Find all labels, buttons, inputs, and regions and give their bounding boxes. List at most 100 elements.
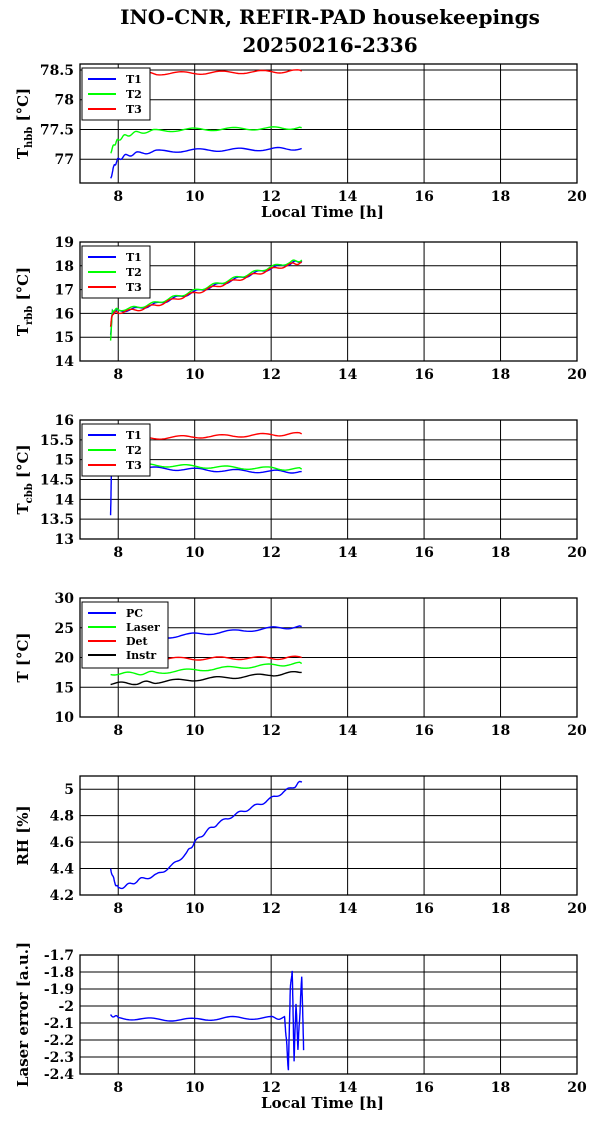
y-tick-label: 15 — [55, 453, 74, 469]
plot-frame — [79, 419, 578, 540]
x-tick-label: 8 — [113, 545, 123, 561]
legend-label: T2 — [126, 88, 142, 101]
x-tick-label: 14 — [338, 723, 358, 739]
series-line-instr — [110, 671, 302, 686]
y-tick-label: -1.9 — [44, 982, 74, 998]
y-tick-label: -1.8 — [44, 965, 74, 981]
y-axis-label: T [°C] — [14, 632, 32, 682]
x-tick-label: 16 — [414, 723, 433, 739]
x-tick-label: 12 — [261, 723, 280, 739]
x-tick-label: 20 — [567, 1080, 587, 1096]
y-axis-label: RH [%] — [14, 805, 32, 865]
series-line-t2 — [109, 259, 303, 341]
y-tick-label: 4.6 — [50, 835, 74, 851]
y-tick-label: 77.5 — [40, 122, 74, 138]
plot-frame — [79, 775, 578, 896]
plot-frame — [79, 241, 578, 362]
legend-label: T1 — [126, 73, 142, 86]
y-tick-label: -2.3 — [44, 1050, 74, 1066]
series-line-laser — [110, 661, 303, 676]
x-tick-label: 10 — [185, 189, 205, 205]
x-tick-label: 16 — [414, 367, 433, 383]
legend-label: Laser — [126, 621, 160, 634]
legend: T1 T2 T3 — [81, 245, 151, 299]
x-tick-label: 20 — [567, 367, 587, 383]
x-tick-label: 10 — [185, 1080, 205, 1096]
x-tick-label: 8 — [113, 189, 123, 205]
x-tick-label: 16 — [414, 545, 433, 561]
x-tick-label: 18 — [491, 1080, 510, 1096]
x-axis-label: Local Time [h] — [261, 203, 384, 221]
x-tick-label: 14 — [338, 367, 358, 383]
chart-panel: 8 10 12 14 16 18 20 13 13.5 14 14.5 15 15.5 16 Tcbb [°… — [14, 413, 587, 561]
series-line-data — [109, 780, 303, 890]
y-axis-label: Trbb [°C] — [14, 267, 35, 336]
y-axis-label: Tcbb [°C] — [14, 444, 35, 514]
x-tick-label: 10 — [185, 723, 205, 739]
y-tick-label: 16 — [55, 413, 74, 429]
y-tick-label: 25 — [55, 621, 74, 637]
x-tick-label: 8 — [113, 367, 123, 383]
x-tick-label: 12 — [261, 189, 280, 205]
y-tick-label: 14.5 — [40, 473, 74, 489]
y-tick-label: 14 — [55, 354, 75, 370]
y-tick-label: 14 — [55, 492, 75, 508]
legend-label: T2 — [126, 266, 142, 279]
y-tick-label: 77 — [55, 152, 74, 168]
y-tick-label: 4.2 — [50, 888, 74, 904]
legend: T1 T2 T3 — [81, 423, 151, 477]
y-axis-label: Thbb [°C] — [14, 88, 35, 159]
legend-label: Det — [126, 635, 149, 648]
x-tick-label: 16 — [414, 901, 433, 917]
legend-label: T3 — [126, 281, 142, 294]
series-line-t1 — [110, 146, 302, 179]
series-line-data — [110, 970, 305, 1071]
chart-panel: 8 10 12 14 16 18 20 4.2 4.4 4.6 4.8 5 RH [%] — [14, 775, 587, 917]
legend-label: T3 — [126, 459, 142, 472]
x-axis-label: Local Time [h] — [261, 1094, 384, 1112]
y-tick-label: 15.5 — [40, 433, 74, 449]
y-tick-label: 4.8 — [50, 809, 74, 825]
y-tick-label: 15 — [55, 330, 74, 346]
legend-label: Instr — [126, 649, 156, 662]
plot-frame — [79, 63, 578, 184]
x-tick-label: 14 — [338, 189, 358, 205]
x-tick-label: 18 — [491, 367, 510, 383]
chart-panel: 8 10 12 14 16 18 20 14 15 16 17 18 19 Trbb [°C] T1 T2 T3 — [14, 235, 587, 383]
x-tick-label: 20 — [567, 189, 587, 205]
x-tick-label: 10 — [185, 545, 205, 561]
x-tick-label: 18 — [491, 723, 510, 739]
y-tick-label: 16 — [55, 306, 74, 322]
y-tick-label: 10 — [55, 710, 75, 726]
legend-box — [81, 245, 151, 299]
x-tick-label: 18 — [491, 189, 510, 205]
x-tick-label: 20 — [567, 545, 587, 561]
y-tick-label: 13.5 — [40, 512, 74, 528]
series-line-t2 — [110, 126, 302, 154]
x-tick-label: 16 — [414, 1080, 433, 1096]
chart-panel: 8 10 12 14 16 18 20 77 77.5 78 78.5 Thbb [°C] Local … — [14, 63, 587, 221]
y-tick-label: 4.4 — [50, 862, 75, 878]
plot-frame — [79, 954, 578, 1075]
y-tick-label: -1.7 — [44, 948, 74, 964]
x-tick-label: 12 — [261, 1080, 280, 1096]
y-tick-label: 20 — [55, 651, 75, 667]
x-tick-label: 14 — [338, 901, 358, 917]
y-tick-label: 17 — [55, 283, 74, 299]
y-tick-label: -2.4 — [44, 1067, 74, 1083]
figure-title-line2: 20250216-2336 — [242, 33, 417, 57]
y-tick-label: 15 — [55, 680, 74, 696]
y-tick-label: 19 — [55, 235, 74, 251]
plot-frame — [79, 597, 578, 718]
y-tick-label: 78.5 — [40, 63, 74, 79]
chart-panel: 8 10 12 14 16 18 20 -1.7-1.8-1.9-2-2.1-2.2-2.3-… — [14, 942, 587, 1112]
series-line-t3 — [109, 261, 302, 327]
legend: T1 T2 T3 — [81, 67, 151, 121]
legend-label: T3 — [126, 103, 142, 116]
x-tick-label: 20 — [567, 723, 587, 739]
x-tick-label: 16 — [414, 189, 433, 205]
x-tick-label: 14 — [338, 1080, 358, 1096]
x-tick-label: 8 — [113, 723, 123, 739]
